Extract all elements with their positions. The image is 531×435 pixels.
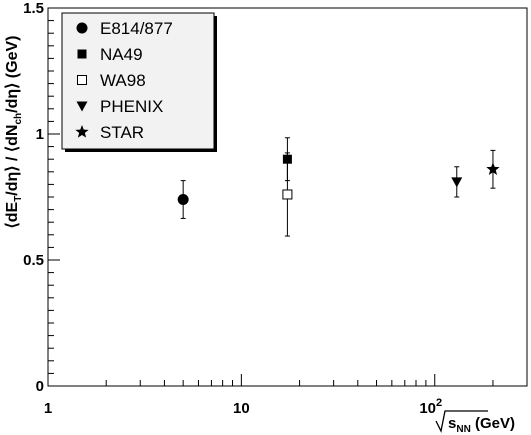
- legend: E814/877 NA49 WA98 PHENIX STAR: [61, 12, 217, 152]
- data-point: [177, 194, 189, 206]
- series-e814-877: [177, 180, 189, 219]
- legend-label: E814/877: [100, 19, 173, 38]
- legend-marker: [77, 75, 87, 85]
- legend-marker: [75, 125, 89, 138]
- data-point: [451, 177, 463, 188]
- ticks: [47, 7, 528, 387]
- y-tick-label: 0.5: [23, 252, 44, 269]
- x-axis-title-text: sNN (GeV): [448, 415, 515, 435]
- axis-titles: sNN (GeV) ⟨dET/dη⟩ / ⟨dNch/dη⟩ (GeV): [4, 36, 515, 435]
- series-wa98: [282, 152, 293, 237]
- data-points: [177, 137, 500, 237]
- data-point: [486, 162, 500, 175]
- y-tick-label: 0: [36, 378, 44, 395]
- legend-label: NA49: [100, 45, 143, 64]
- x-tick-label: 1: [44, 400, 52, 417]
- x-axis-title: sNN (GeV): [435, 410, 515, 435]
- tick-labels: 0 0.5 1 1.5 1 10 102: [23, 0, 442, 417]
- data-point: [282, 189, 293, 200]
- legend-box: [61, 12, 215, 150]
- sqrt-sign: [435, 410, 488, 433]
- y-tick-label: 1.5: [23, 0, 44, 17]
- legend-label: STAR: [100, 123, 144, 142]
- series-star: [486, 149, 500, 189]
- legend-marker: [76, 22, 88, 34]
- legend-label: WA98: [100, 71, 146, 90]
- y-tick-label: 1: [36, 126, 44, 143]
- x-tick-label: 10: [233, 400, 250, 417]
- x-tick-label: 102: [419, 397, 442, 417]
- y-axis-title: ⟨dET/dη⟩ / ⟨dNch/dη⟩ (GeV): [4, 36, 24, 229]
- legend-label: PHENIX: [100, 97, 163, 116]
- legend-marker: [76, 101, 88, 112]
- legend-marker: [77, 49, 87, 59]
- series-phenix: [451, 166, 463, 198]
